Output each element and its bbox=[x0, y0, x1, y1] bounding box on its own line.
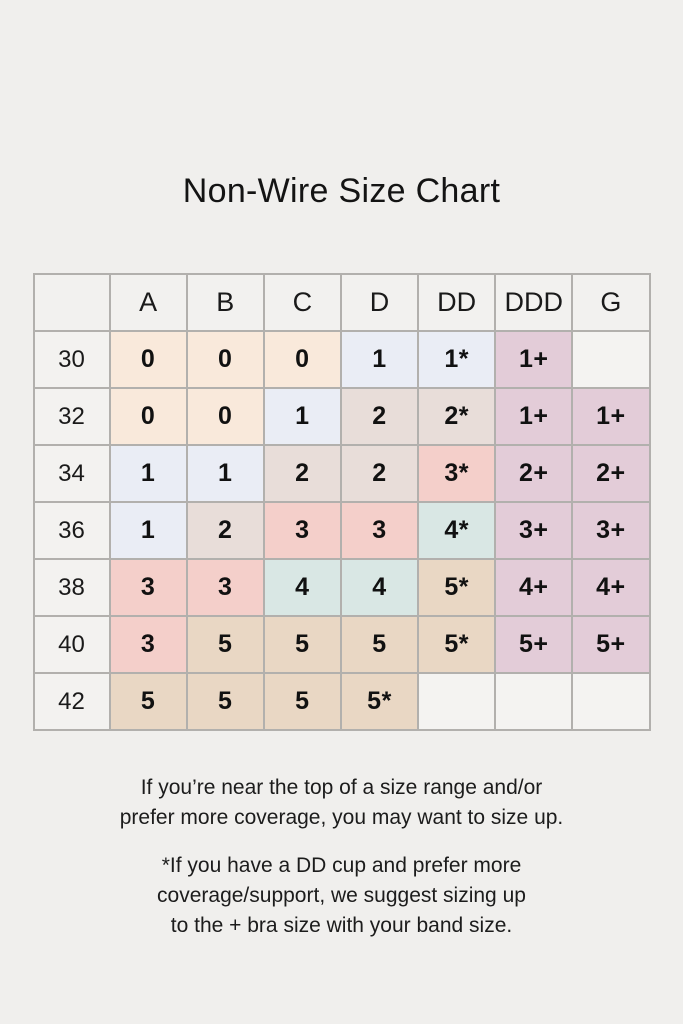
size-cell: 0 bbox=[262, 330, 342, 389]
column-header-d: D bbox=[339, 273, 420, 332]
size-cell: 1 bbox=[108, 501, 188, 560]
column-header-a: A bbox=[108, 273, 188, 332]
band-size-label: 30 bbox=[32, 330, 111, 389]
size-cell bbox=[494, 672, 574, 731]
band-size-label: 32 bbox=[32, 387, 111, 446]
size-cell: 5 bbox=[108, 672, 188, 731]
cup-size-header-row: A B C D DD DDD G bbox=[32, 273, 651, 332]
band-size-label: 36 bbox=[32, 501, 111, 560]
size-cell: 3* bbox=[417, 444, 497, 503]
size-cell: 5* bbox=[417, 558, 497, 617]
table-row-band-40: 40 3 5 5 5 5* 5+ 5+ bbox=[32, 615, 651, 674]
size-cell: 0 bbox=[108, 330, 188, 389]
size-cell: 3 bbox=[108, 615, 188, 674]
size-cell: 2 bbox=[262, 444, 342, 503]
note2-line-3: to the + bra size with your band size. bbox=[170, 914, 513, 937]
size-cell: 1+ bbox=[571, 387, 651, 446]
size-cell bbox=[417, 672, 497, 731]
size-cell: 3 bbox=[339, 501, 420, 560]
band-size-label: 38 bbox=[32, 558, 111, 617]
size-cell: 2* bbox=[417, 387, 497, 446]
size-cell: 0 bbox=[108, 387, 188, 446]
size-cell: 5+ bbox=[571, 615, 651, 674]
column-header-ddd: DDD bbox=[494, 273, 574, 332]
note1-line-1: If you’re near the top of a size range a… bbox=[140, 776, 543, 799]
corner-header-cell bbox=[32, 273, 111, 332]
size-cell: 2 bbox=[339, 444, 420, 503]
size-cell: 5* bbox=[339, 672, 420, 731]
size-cell: 5 bbox=[185, 615, 265, 674]
size-up-note: If you’re near the top of a size range a… bbox=[0, 773, 683, 833]
size-cell bbox=[571, 672, 651, 731]
table-row-band-42: 42 5 5 5 5* bbox=[32, 672, 651, 731]
size-cell: 1 bbox=[339, 330, 420, 389]
size-cell: 3 bbox=[262, 501, 342, 560]
size-cell: 5 bbox=[262, 672, 342, 731]
size-cell: 5* bbox=[417, 615, 497, 674]
dd-cup-note: *If you have a DD cup and prefer more cov… bbox=[0, 851, 683, 941]
size-cell: 4+ bbox=[571, 558, 651, 617]
page-title: Non-Wire Size Chart bbox=[182, 172, 501, 210]
band-size-label: 42 bbox=[32, 672, 111, 731]
size-cell: 1+ bbox=[494, 330, 574, 389]
size-cell: 5 bbox=[185, 672, 265, 731]
size-cell: 3 bbox=[108, 558, 188, 617]
column-header-dd: DD bbox=[417, 273, 497, 332]
table-row-band-32: 32 0 0 1 2 2* 1+ 1+ bbox=[32, 387, 651, 446]
size-chart-table: A B C D DD DDD G 30 0 0 0 1 1* 1+ 32 0 0 1 2 2* 1+ 1+ 34 1 1 2 2 3… bbox=[32, 273, 651, 731]
size-cell: 5+ bbox=[494, 615, 574, 674]
size-cell: 1 bbox=[262, 387, 342, 446]
size-cell: 2 bbox=[339, 387, 420, 446]
column-header-g: G bbox=[571, 273, 651, 332]
size-cell: 3+ bbox=[571, 501, 651, 560]
size-cell: 0 bbox=[185, 387, 265, 446]
size-cell: 3 bbox=[185, 558, 265, 617]
size-cell: 4 bbox=[339, 558, 420, 617]
size-cell: 3+ bbox=[494, 501, 574, 560]
size-cell: 0 bbox=[185, 330, 265, 389]
band-size-label: 34 bbox=[32, 444, 111, 503]
table-row-band-36: 36 1 2 3 3 4* 3+ 3+ bbox=[32, 501, 651, 560]
table-row-band-34: 34 1 1 2 2 3* 2+ 2+ bbox=[32, 444, 651, 503]
column-header-c: C bbox=[262, 273, 342, 332]
size-cell: 1* bbox=[417, 330, 497, 389]
band-size-label: 40 bbox=[32, 615, 111, 674]
note1-line-2: prefer more coverage, you may want to si… bbox=[119, 806, 564, 829]
size-cell: 4 bbox=[262, 558, 342, 617]
size-cell: 5 bbox=[339, 615, 420, 674]
table-row-band-38: 38 3 3 4 4 5* 4+ 4+ bbox=[32, 558, 651, 617]
size-cell: 4+ bbox=[494, 558, 574, 617]
size-cell: 5 bbox=[262, 615, 342, 674]
size-cell: 2+ bbox=[494, 444, 574, 503]
size-cell: 4* bbox=[417, 501, 497, 560]
column-header-b: B bbox=[185, 273, 265, 332]
note2-line-1: *If you have a DD cup and prefer more bbox=[161, 854, 522, 877]
table-row-band-30: 30 0 0 0 1 1* 1+ bbox=[32, 330, 651, 389]
size-cell: 1 bbox=[185, 444, 265, 503]
note2-line-2: coverage/support, we suggest sizing up bbox=[157, 884, 526, 907]
size-cell: 1+ bbox=[494, 387, 574, 446]
size-cell: 2+ bbox=[571, 444, 651, 503]
size-cell: 2 bbox=[185, 501, 265, 560]
size-cell bbox=[571, 330, 651, 389]
size-cell: 1 bbox=[108, 444, 188, 503]
